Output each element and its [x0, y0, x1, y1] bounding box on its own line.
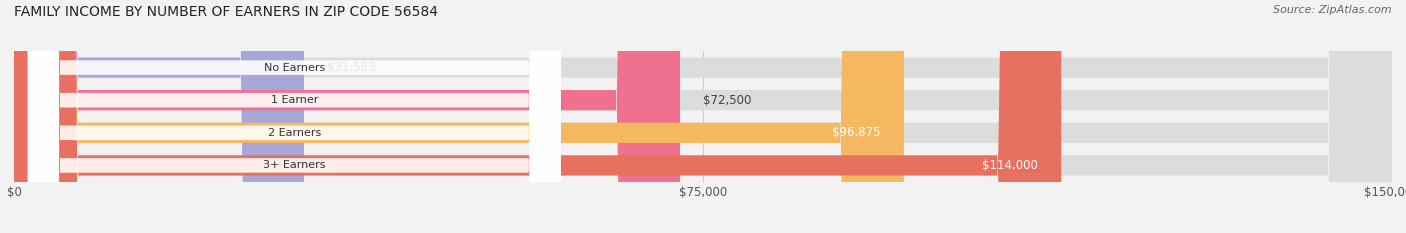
FancyBboxPatch shape [14, 0, 1392, 233]
FancyBboxPatch shape [14, 0, 1392, 233]
FancyBboxPatch shape [14, 0, 904, 233]
FancyBboxPatch shape [28, 0, 561, 233]
FancyBboxPatch shape [28, 0, 561, 233]
Text: Source: ZipAtlas.com: Source: ZipAtlas.com [1274, 5, 1392, 15]
Text: $96,875: $96,875 [832, 126, 882, 139]
Text: 2 Earners: 2 Earners [267, 128, 321, 138]
Text: No Earners: No Earners [263, 63, 325, 72]
FancyBboxPatch shape [28, 0, 561, 233]
FancyBboxPatch shape [14, 0, 1392, 233]
Text: $114,000: $114,000 [983, 159, 1038, 172]
Text: $72,500: $72,500 [703, 94, 751, 107]
FancyBboxPatch shape [14, 0, 304, 233]
Text: $31,563: $31,563 [328, 61, 375, 74]
FancyBboxPatch shape [14, 0, 681, 233]
Text: 1 Earner: 1 Earner [270, 95, 318, 105]
FancyBboxPatch shape [14, 0, 1062, 233]
Text: FAMILY INCOME BY NUMBER OF EARNERS IN ZIP CODE 56584: FAMILY INCOME BY NUMBER OF EARNERS IN ZI… [14, 5, 439, 19]
FancyBboxPatch shape [14, 0, 1392, 233]
FancyBboxPatch shape [28, 0, 561, 233]
Text: 3+ Earners: 3+ Earners [263, 161, 325, 170]
